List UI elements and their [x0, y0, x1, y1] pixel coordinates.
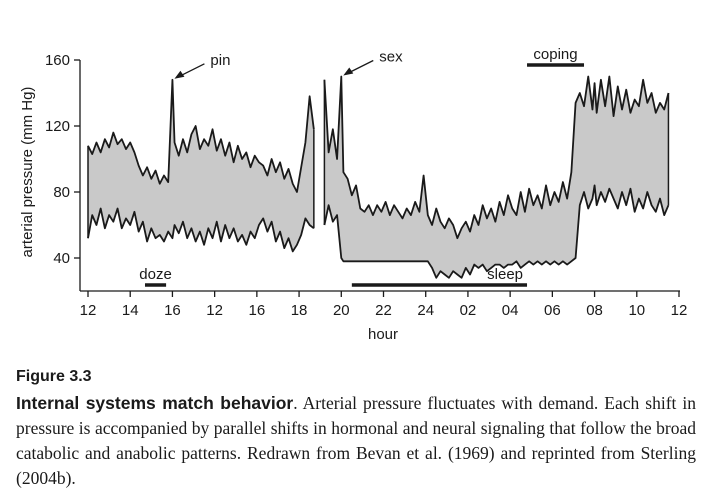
bar-label-sleep: sleep: [487, 266, 523, 283]
annotation-arrowhead-sex: [343, 67, 354, 76]
y-tick-label-40: 40: [53, 250, 70, 267]
bp-chart: arterial pressure (mm Hg) hour 40 80 120 16…: [19, 46, 688, 343]
y-axis-label: arterial pressure (mm Hg): [19, 87, 36, 258]
x-tick-label-1: 14: [122, 302, 139, 319]
bar-label-doze: doze: [139, 266, 172, 283]
annotation-pin: pin: [210, 52, 230, 69]
x-tick-label-11: 06: [544, 302, 561, 319]
x-tick-label-2: 16: [164, 302, 181, 319]
diastolic-line-1: [323, 184, 670, 279]
systolic-line-1: [323, 75, 670, 240]
diastolic-line-0: [87, 207, 315, 253]
figure-number: Figure 3.3: [16, 368, 92, 385]
x-tick-label-7: 22: [375, 302, 392, 319]
y-tick-label-80: 80: [53, 184, 70, 201]
x-tick-label-3: 12: [206, 302, 223, 319]
caption-body: Internal systems match behavior. Arteria…: [16, 391, 696, 491]
systolic-line-0: [87, 78, 315, 193]
caption-title: Internal systems match behavior: [16, 393, 294, 413]
pressure-band-0: [88, 79, 314, 252]
x-tick-label-9: 02: [460, 302, 477, 319]
x-tick-label-0: 12: [80, 302, 97, 319]
bar-label-coping: coping: [533, 46, 577, 63]
y-tick-label-160: 160: [45, 52, 70, 69]
x-tick-label-6: 20: [333, 302, 350, 319]
pressure-band-1: [324, 76, 669, 278]
x-tick-label-13: 10: [628, 302, 645, 319]
caption-text: . Arterial pressure fluctuates with dema…: [16, 393, 696, 488]
x-tick-label-14: 12: [671, 302, 688, 319]
x-tick-label-12: 08: [586, 302, 603, 319]
y-tick-label-120: 120: [45, 118, 70, 135]
x-tick-label-10: 04: [502, 302, 519, 319]
x-tick-label-5: 18: [291, 302, 308, 319]
annotation-arrowhead-pin: [174, 70, 185, 79]
figure-caption: Figure 3.3 Internal systems match behavi…: [16, 364, 696, 491]
x-axis-label: hour: [368, 326, 398, 343]
annotation-sex: sex: [379, 49, 403, 66]
x-tick-label-8: 24: [417, 302, 434, 319]
x-tick-label-4: 16: [249, 302, 266, 319]
